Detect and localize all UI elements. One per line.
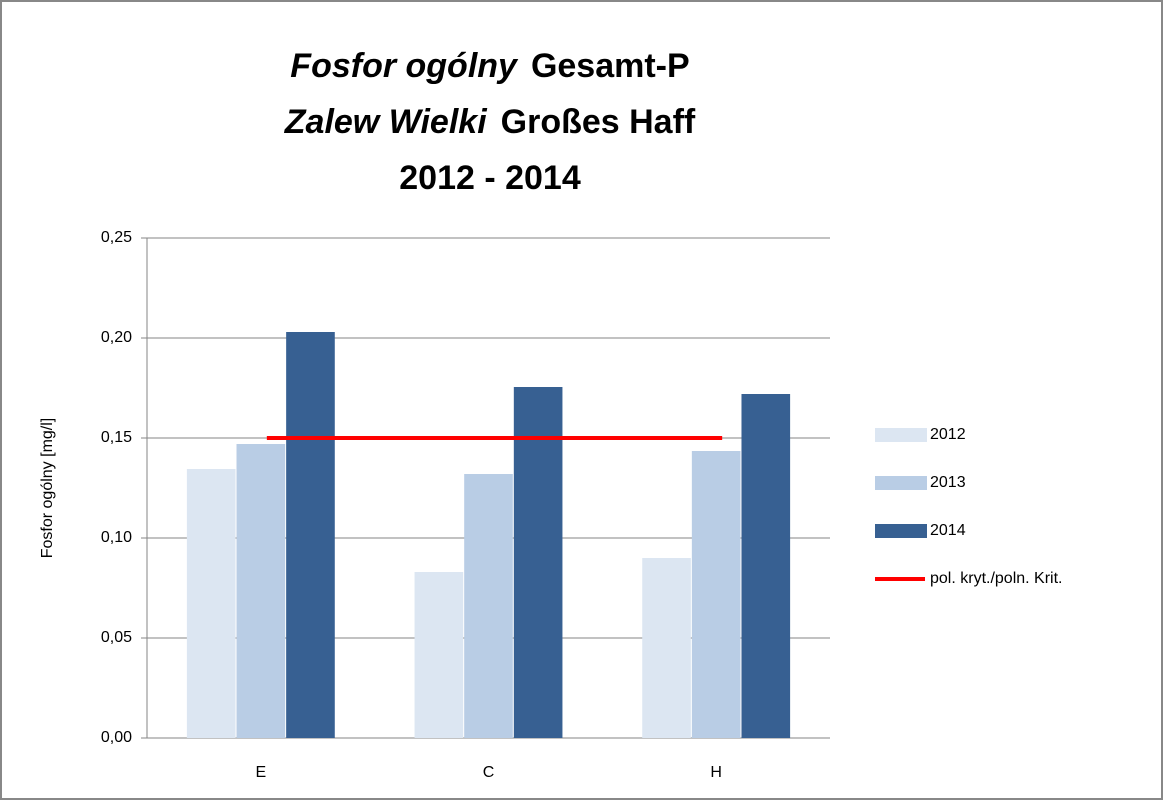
x-tick-label: C xyxy=(483,764,495,781)
bar xyxy=(286,332,335,738)
legend-swatch xyxy=(875,476,927,490)
x-tick-label: E xyxy=(255,764,266,781)
title-part: Gesamt-P xyxy=(531,47,690,85)
title-part: Fosfor ogólny xyxy=(290,47,519,85)
y-tick-label: 0,00 xyxy=(101,729,132,746)
y-axis-label: Fosfor ogólny [mg/l] xyxy=(39,418,56,559)
bar xyxy=(691,451,741,738)
chart-title: Fosfor ogólny Gesamt-P xyxy=(290,47,689,85)
x-tick-label: H xyxy=(710,764,722,781)
bar xyxy=(414,572,464,738)
chart-title: 2012 - 2014 xyxy=(399,159,581,197)
chart-title: Zalew Wielki Großes Haff xyxy=(284,103,696,141)
bar xyxy=(642,558,691,738)
bar xyxy=(236,444,286,738)
y-tick-label: 0,25 xyxy=(101,229,132,246)
bar xyxy=(741,394,791,738)
legend-label: 2013 xyxy=(930,474,966,491)
legend-label: 2012 xyxy=(930,426,966,443)
bar xyxy=(513,387,563,738)
y-tick-label: 0,10 xyxy=(101,529,132,546)
title-part: 2012 - 2014 xyxy=(399,159,581,197)
bar xyxy=(464,474,513,738)
legend-swatch xyxy=(875,524,927,538)
legend-label: pol. kryt./poln. Krit. xyxy=(930,570,1063,587)
y-tick-label: 0,15 xyxy=(101,429,132,446)
bar xyxy=(186,469,236,738)
y-tick-label: 0,20 xyxy=(101,329,132,346)
y-tick-label: 0,05 xyxy=(101,629,132,646)
legend-swatch xyxy=(875,428,927,442)
title-part: Großes Haff xyxy=(501,103,696,141)
legend-label: 2014 xyxy=(930,522,966,539)
title-part: Zalew Wielki xyxy=(284,103,488,141)
